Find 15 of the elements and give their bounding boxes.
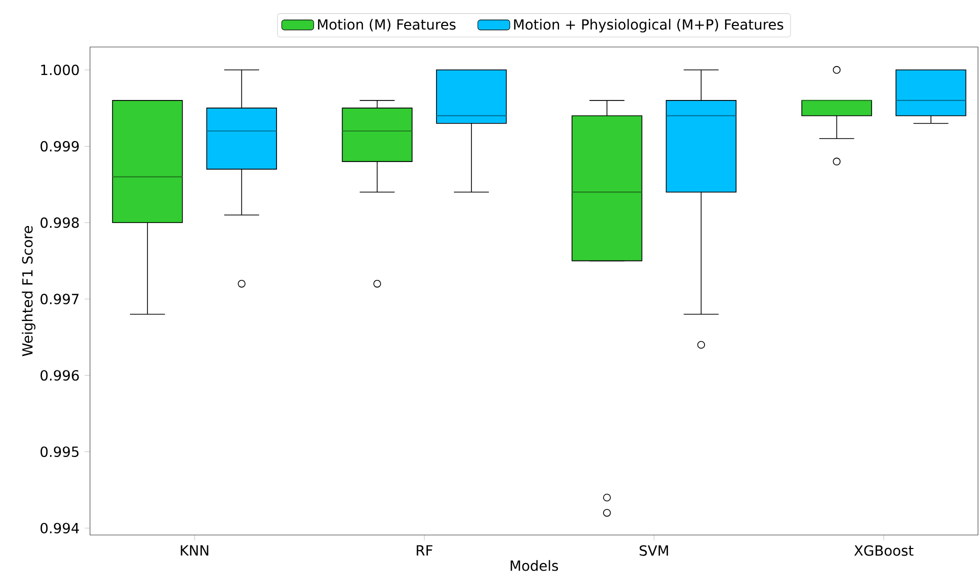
- x-tick-label: SVM: [640, 545, 668, 556]
- y-tick-label: 0.999: [40, 140, 79, 152]
- legend-label: Motion + Physiological (M+P) Features: [514, 18, 784, 32]
- x-tick-label: XGBoost: [854, 545, 914, 556]
- y-axis-title: Weighted F1 Score: [22, 226, 36, 356]
- x-axis-title: Models: [510, 560, 558, 571]
- y-tick-label: 0.994: [40, 522, 79, 534]
- y-tick-label: 0.995: [40, 446, 78, 458]
- x-tick-label: KNN: [180, 545, 208, 556]
- legend-label: Motion (M) Features: [318, 18, 456, 32]
- y-tick-label: 1.000: [41, 64, 79, 76]
- x-tick-label: RF: [416, 545, 432, 556]
- y-tick-label: 0.996: [40, 370, 79, 381]
- y-tick-label: 0.998: [40, 217, 79, 228]
- y-tick-label: 0.997: [40, 294, 79, 304]
